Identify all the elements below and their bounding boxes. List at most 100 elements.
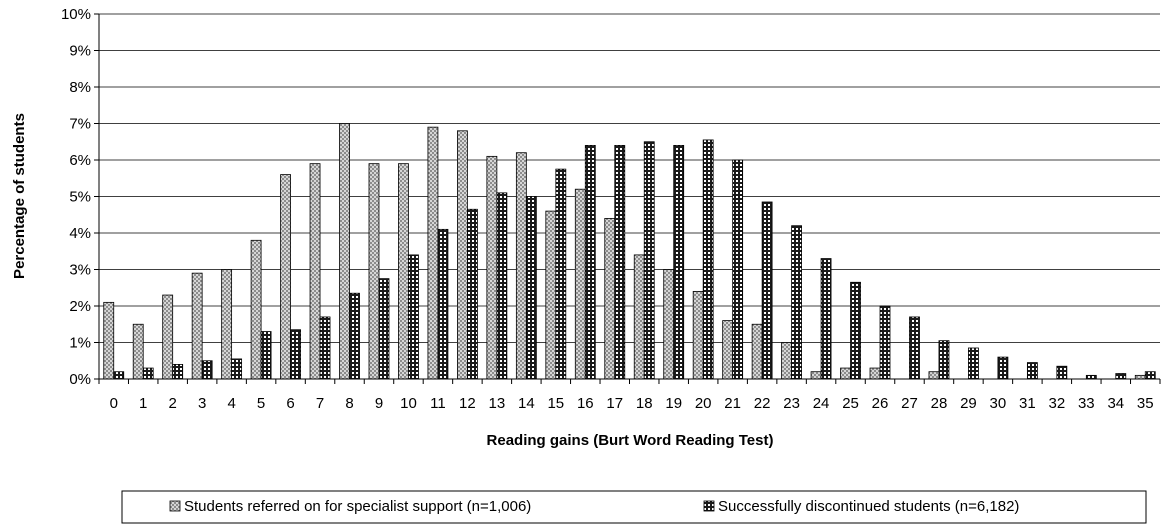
y-tick-label: 0%: [69, 371, 91, 388]
bar-discontinued: [290, 329, 301, 380]
bar-discontinued: [172, 363, 184, 380]
x-tick-label: 18: [636, 395, 653, 412]
y-axis-ticks: 0% 1% 2% 3% 4% 5% 6% 7% 8% 9% 10%: [61, 6, 99, 388]
bar-referred: [339, 123, 350, 380]
x-tick-label: 34: [1107, 395, 1124, 412]
bar-referred: [928, 371, 940, 380]
bar-referred: [398, 163, 409, 380]
bar-discontinued: [437, 228, 449, 380]
legend-swatch-discontinued: [703, 500, 715, 512]
x-tick-label: 30: [990, 395, 1007, 412]
bar-discontinued: [702, 139, 714, 380]
bar-referred: [250, 239, 262, 380]
x-tick-label: 1: [139, 395, 147, 412]
x-tick-label: 29: [960, 395, 977, 412]
bar-discontinued: [113, 371, 125, 380]
x-axis-title: Reading gains (Burt Word Reading Test): [487, 432, 774, 449]
legend-label-discontinued: Successfully discontinued students (n=6,…: [718, 498, 1019, 515]
bar-discontinued: [732, 159, 744, 380]
bar-discontinued: [968, 347, 979, 380]
x-tick-label: 35: [1137, 395, 1154, 412]
bar-referred: [810, 371, 822, 380]
y-tick-label: 9%: [69, 43, 91, 60]
x-tick-label: 4: [227, 395, 235, 412]
y-tick-label: 8%: [69, 79, 91, 96]
y-tick-label: 6%: [69, 152, 91, 169]
y-tick-label: 4%: [69, 225, 91, 242]
bar-discontinued: [820, 258, 832, 380]
bar-referred: [633, 254, 645, 380]
bar-referred: [309, 163, 321, 380]
x-tick-label: 7: [316, 395, 324, 412]
bar-discontinued: [879, 305, 891, 380]
bar-referred: [280, 174, 291, 380]
bar-discontinued: [643, 141, 655, 380]
x-tick-label: 28: [931, 395, 948, 412]
bar-discontinued: [1056, 365, 1068, 380]
x-tick-label: 24: [813, 395, 830, 412]
bar-discontinued: [555, 168, 567, 380]
x-tick-label: 15: [547, 395, 564, 412]
bar-referred: [427, 126, 439, 380]
bar-referred: [545, 210, 557, 380]
gridlines: [99, 13, 1160, 380]
y-tick-label: 2%: [69, 298, 91, 315]
x-tick-label: 12: [459, 395, 476, 412]
y-axis-title: Percentage of students: [11, 113, 28, 279]
x-tick-label: 27: [901, 395, 918, 412]
bar-referred: [574, 188, 586, 380]
x-tick-label: 32: [1049, 395, 1066, 412]
bar-discontinued: [673, 144, 685, 380]
x-tick-label: 8: [345, 395, 353, 412]
legend-label-referred: Students referred on for specialist supp…: [184, 498, 531, 515]
bar-referred: [191, 272, 203, 380]
x-tick-label: 6: [286, 395, 294, 412]
x-tick-label: 20: [695, 395, 712, 412]
bar-discontinued: [909, 316, 920, 380]
x-tick-label: 23: [783, 395, 800, 412]
legend: Students referred on for specialist supp…: [121, 490, 1147, 524]
bar-referred: [692, 290, 704, 380]
bar-discontinued: [584, 144, 596, 380]
x-tick-label: 17: [606, 395, 623, 412]
bar-referred: [132, 323, 144, 380]
bar-referred: [1134, 374, 1146, 380]
bar-discontinued: [349, 292, 360, 380]
bar-discontinued: [378, 278, 390, 380]
bar-discontinued: [791, 225, 802, 380]
bar-discontinued: [496, 192, 508, 380]
bar-discontinued: [467, 208, 478, 380]
bar-referred: [221, 269, 233, 380]
x-tick-label: 2: [169, 395, 177, 412]
bar-discontinued: [614, 144, 626, 380]
bar-referred: [604, 217, 616, 380]
bar-referred: [162, 294, 174, 380]
legend-swatch-referred: [169, 500, 181, 512]
bar-referred: [515, 152, 527, 380]
bar-discontinued: [408, 254, 419, 380]
x-tick-label: 9: [375, 395, 383, 412]
bar-discontinued: [938, 340, 950, 380]
bar-referred: [457, 130, 468, 380]
bar-discontinued: [761, 201, 773, 380]
bar-referred: [486, 155, 498, 380]
bar-referred: [869, 367, 881, 380]
bar-referred: [103, 301, 115, 380]
bar-discontinued: [997, 356, 1009, 380]
x-tick-label: 26: [872, 395, 889, 412]
x-tick-label: 0: [110, 395, 118, 412]
x-tick-label: 10: [400, 395, 417, 412]
y-tick-label: 1%: [69, 335, 91, 352]
x-tick-label: 13: [489, 395, 506, 412]
plot-area: [98, 13, 1160, 380]
x-tick-label: 31: [1019, 395, 1036, 412]
bar-discontinued: [850, 281, 861, 380]
bar-referred: [751, 323, 763, 380]
x-tick-label: 16: [577, 395, 594, 412]
bar-referred: [781, 342, 792, 380]
bar-referred: [663, 269, 675, 380]
bar-discontinued: [1026, 362, 1038, 380]
bar-discontinued: [142, 367, 154, 380]
y-tick-label: 3%: [69, 262, 91, 279]
